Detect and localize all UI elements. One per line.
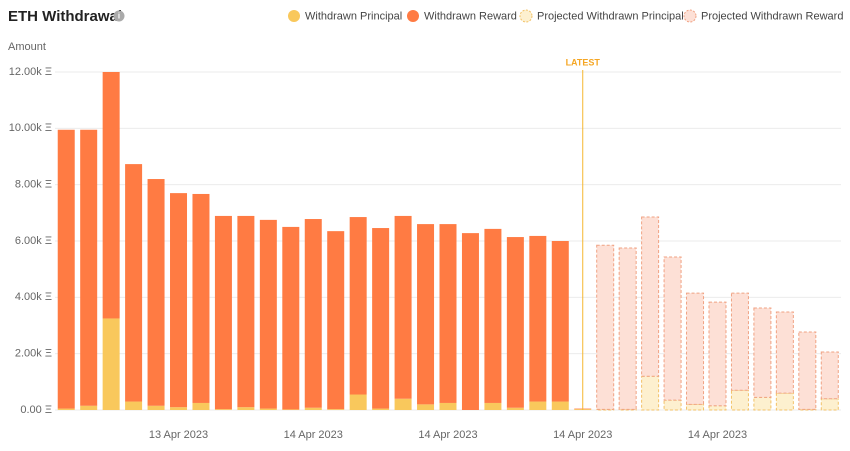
bar-segment (686, 292, 705, 405)
bar-segment (820, 351, 839, 400)
bar-segment (506, 237, 524, 408)
bar-segment (730, 389, 749, 411)
bar-segment (686, 403, 705, 411)
bar-segment (596, 244, 615, 410)
y-tick-label: 12.00k Ξ (9, 66, 52, 78)
bar-segment (753, 396, 772, 411)
x-tick-label: 14 Apr 2023 (688, 429, 747, 441)
bar-segment (730, 292, 749, 391)
legend-swatch (407, 10, 419, 22)
legend-label: Withdrawn Principal (305, 10, 402, 22)
bar-segment (439, 402, 457, 410)
bar-segment (529, 401, 547, 410)
bar-segment (80, 405, 98, 410)
bar-segment (102, 318, 120, 410)
legend-label: Projected Withdrawn Reward (701, 10, 843, 22)
x-tick-label: 14 Apr 2023 (553, 429, 612, 441)
y-tick-label: 6.00k Ξ (15, 235, 52, 247)
bar-segment (192, 193, 210, 403)
bar-segment (798, 331, 817, 410)
bar-segment (461, 233, 479, 410)
legend: Withdrawn Principal Withdrawn Reward Proje… (288, 9, 843, 23)
bar-segment (529, 235, 547, 402)
bar-segment (618, 247, 637, 410)
bar-segment (80, 129, 98, 406)
bar-segment (102, 72, 120, 319)
bar-segment (551, 401, 569, 410)
bar-segment (820, 398, 839, 411)
y-tick-label: 4.00k Ξ (15, 291, 52, 303)
legend-label: Projected Withdrawn Principal (537, 10, 684, 22)
bar-segment (304, 219, 322, 408)
bar-segment (237, 407, 255, 410)
info-icon-glyph: i (118, 12, 120, 21)
bar-segment (170, 193, 188, 408)
bar-segment (484, 402, 502, 410)
bar-segment (57, 408, 75, 410)
bar-segment (192, 402, 210, 410)
x-tick-label: 14 Apr 2023 (418, 429, 477, 441)
bar-segment (551, 241, 569, 402)
x-tick-label: 14 Apr 2023 (284, 429, 343, 441)
bar-segment (349, 394, 367, 410)
bar-segment (753, 307, 772, 398)
bar-segment (394, 398, 412, 410)
bar-segment (259, 408, 277, 410)
bar-segment (775, 311, 794, 394)
bar-segment (708, 301, 727, 407)
bar-segment (304, 407, 322, 410)
chart-title: ETH Withdrawal (8, 8, 122, 25)
legend-label: Withdrawn Reward (424, 10, 517, 22)
y-tick-label: 2.00k Ξ (15, 348, 52, 360)
bar-segment (775, 392, 794, 411)
bar-segment (147, 405, 165, 410)
latest-label: LATEST (566, 57, 601, 67)
y-tick-label: 0.00 Ξ (20, 404, 52, 416)
bar-segment (125, 164, 143, 402)
bar-segment (372, 228, 390, 409)
bar-segment (214, 215, 232, 410)
bar-segment (394, 215, 412, 399)
bar-segment (147, 179, 165, 406)
bar-segment (282, 409, 300, 410)
bar-segment (417, 224, 435, 405)
bar-segment (417, 404, 435, 410)
bar-segment (708, 405, 727, 411)
legend-swatch (683, 9, 697, 23)
bar-segment (663, 399, 682, 411)
y-tick-label: 10.00k Ξ (9, 122, 52, 134)
bar-segment (259, 219, 277, 409)
bar-segment (237, 215, 255, 408)
bar-segment (372, 408, 390, 410)
bar-segment (170, 407, 188, 410)
legend-swatch (519, 9, 533, 23)
bar-segment (282, 226, 300, 410)
bar-segment (327, 409, 345, 410)
bar-segment (506, 407, 524, 410)
bar-segment (641, 375, 660, 411)
info-icon[interactable] (113, 10, 125, 22)
x-tick-label: 13 Apr 2023 (149, 429, 208, 441)
bar-segment (484, 228, 502, 403)
bar-segment (214, 409, 232, 410)
bar-segment (439, 224, 457, 403)
bar-segment (57, 129, 75, 409)
y-tick-label: 8.00k Ξ (15, 179, 52, 191)
bar-segment (327, 231, 345, 410)
bar-segment (663, 256, 682, 401)
legend-swatch (288, 10, 300, 22)
bar-segment (349, 217, 367, 395)
y-axis-label: Amount (8, 41, 46, 53)
bar-segment (641, 216, 660, 377)
bar-segment (125, 401, 143, 410)
